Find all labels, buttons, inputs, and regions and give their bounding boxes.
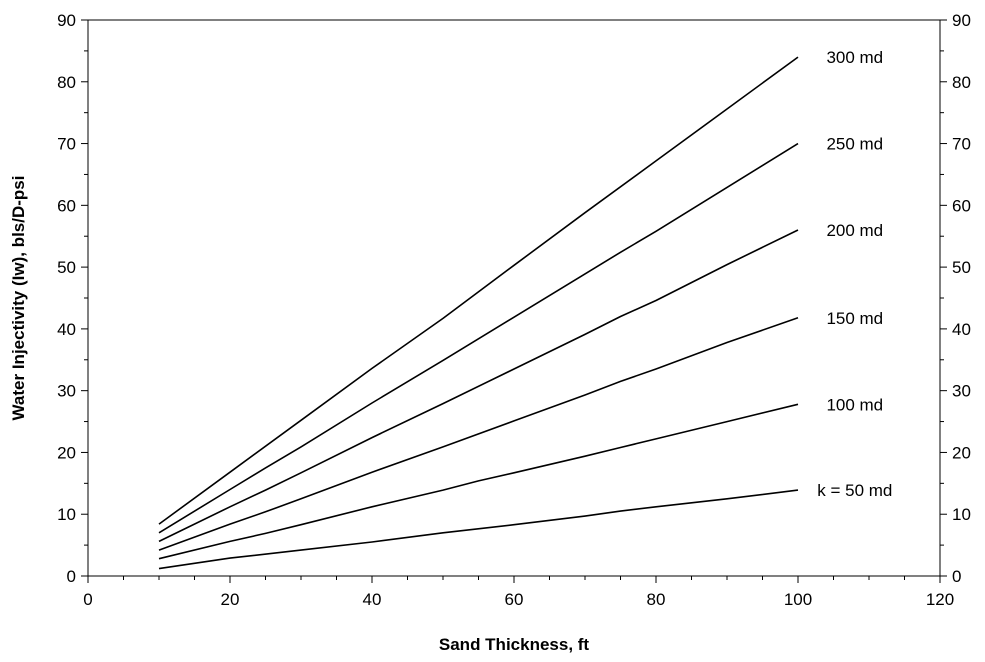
x-tick-label: 20 (221, 590, 240, 609)
series-label: 150 md (826, 309, 883, 328)
y-tick-label: 10 (57, 505, 76, 524)
series-label: 250 md (826, 135, 883, 154)
y2-tick-label: 10 (952, 505, 971, 524)
series-label: 200 md (826, 221, 883, 240)
x-tick-label: 80 (647, 590, 666, 609)
series-line (158, 142, 799, 534)
y2-tick-label: 70 (952, 135, 971, 154)
y2-tick-label: 90 (952, 11, 971, 30)
y2-tick-label: 30 (952, 382, 971, 401)
x-tick-label: 60 (505, 590, 524, 609)
series-line (158, 229, 799, 543)
x-tick-label: 40 (363, 590, 382, 609)
y2-tick-label: 20 (952, 443, 971, 462)
y2-tick-label: 0 (952, 567, 961, 586)
y-tick-label: 90 (57, 11, 76, 30)
series-line (158, 317, 799, 551)
x-tick-label: 100 (784, 590, 812, 609)
y-tick-label: 0 (67, 567, 76, 586)
series-label: k = 50 md (817, 481, 892, 500)
x-tick-label: 120 (926, 590, 954, 609)
y-tick-label: 50 (57, 258, 76, 277)
y-tick-label: 70 (57, 135, 76, 154)
y-tick-label: 40 (57, 320, 76, 339)
y-tick-label: 30 (57, 382, 76, 401)
series-labels: k = 50 md 100 md 150 md 200 md 250 md 300 md (817, 48, 892, 500)
y-axis-title: Water Injectivity (Iw), bls/D-psi (9, 176, 28, 421)
series-line (158, 403, 799, 560)
plot-area (87, 19, 941, 577)
series-label: 300 md (826, 48, 883, 67)
series-lines (158, 56, 799, 570)
series-label: 100 md (826, 395, 883, 414)
y2-tick-label: 60 (952, 196, 971, 215)
series-line (158, 56, 799, 525)
y2-tick-label: 50 (952, 258, 971, 277)
x-tick-label: 0 (83, 590, 92, 609)
series-line (158, 489, 799, 570)
y2-tick-label: 40 (952, 320, 971, 339)
y2-tick-label: 80 (952, 73, 971, 92)
y-tick-label: 60 (57, 196, 76, 215)
y-tick-label: 80 (57, 73, 76, 92)
x-axis-title: Sand Thickness, ft (439, 635, 590, 654)
y-tick-label: 20 (57, 443, 76, 462)
